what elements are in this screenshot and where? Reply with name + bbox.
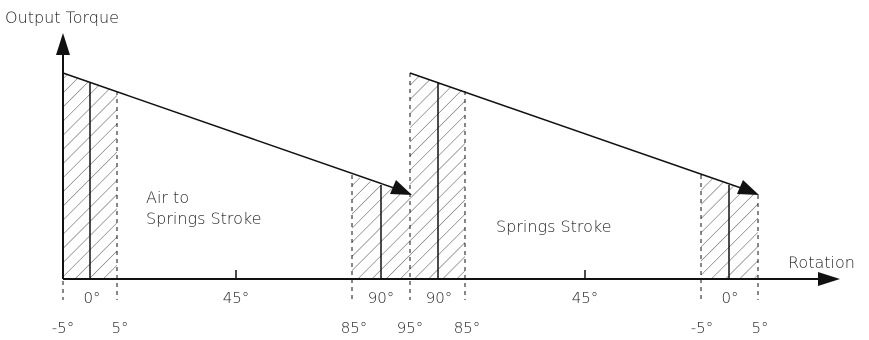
y-axis-label: Output Torque <box>5 8 119 27</box>
torque-arrow-stroke2 <box>737 180 759 195</box>
y-axis-arrow <box>56 33 70 55</box>
tick-label-5-b: 5° <box>751 319 768 337</box>
tick-label-0: 0° <box>83 289 100 307</box>
stroke1-label-line2: Springs Stroke <box>146 209 261 228</box>
x-axis-arrow <box>818 272 840 286</box>
tick-label-90-a: 90° <box>368 289 395 307</box>
tick-label-85-a: 85° <box>341 319 368 337</box>
stroke2-label: Springs Stroke <box>496 217 611 236</box>
torque-arrow-stroke1 <box>390 180 412 195</box>
tick-label-0-b: 0° <box>721 289 738 307</box>
tick-label-85-b: 85° <box>454 319 481 337</box>
tick-label-95: 95° <box>397 319 424 337</box>
tick-label-45-b: 45° <box>572 289 599 307</box>
x-axis-label: Rotation <box>788 253 855 272</box>
tick-label-minus5-b: -5° <box>691 319 713 337</box>
torque-line-stroke2 <box>409 72 742 189</box>
stroke1-label-line1: Air to <box>146 188 189 207</box>
tick-label-5: 5° <box>111 319 128 337</box>
tick-label-45-a: 45° <box>223 289 250 307</box>
torque-line-stroke1 <box>62 72 395 189</box>
tick-label-90-b: 90° <box>426 289 453 307</box>
tick-label-minus5: -5° <box>52 319 74 337</box>
